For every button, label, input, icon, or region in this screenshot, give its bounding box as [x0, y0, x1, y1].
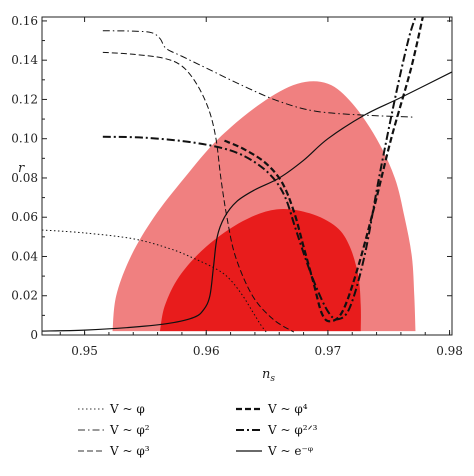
- contour-68: [160, 208, 361, 332]
- y-axis-label: r: [18, 161, 25, 176]
- series-phi23: [102, 17, 417, 321]
- legend-label-phi2: V ~ φ²: [109, 423, 150, 437]
- y-tick-label: 0.16: [11, 14, 38, 28]
- y-tick-label: 0.10: [11, 132, 38, 146]
- axes-layer: 0.95 0.96 0.97 0.98 0 0.02 0.04 0.06 0.08 0.10 0.1…: [11, 14, 463, 358]
- series-exp: [42, 71, 452, 332]
- y-tick-label: 0: [30, 328, 38, 342]
- legend-entry-phi: V ~ φ: [78, 402, 145, 416]
- legend-label-phi4: V ~ φ⁴: [267, 402, 308, 416]
- x-axis-label: ns: [262, 367, 275, 384]
- legend-entry-phi23: V ~ φ²ᐟ³: [236, 423, 318, 437]
- y-tick-label: 0.04: [11, 249, 38, 263]
- x-tick-label: 0.95: [71, 344, 98, 358]
- series-phi4: [224, 17, 424, 323]
- legend-label-phi: V ~ φ: [109, 402, 145, 416]
- legend-label-exp: V ~ e⁻ᵠ: [267, 444, 313, 458]
- x-tick-label: 0.96: [193, 344, 220, 358]
- legend-label-phi23: V ~ φ²ᐟ³: [267, 423, 318, 437]
- y-tick-label: 0.02: [11, 289, 38, 303]
- y-tick-label: 0.14: [11, 53, 38, 67]
- x-tick-label: 0.98: [436, 344, 463, 358]
- legend-entry-exp: V ~ e⁻ᵠ: [236, 444, 313, 458]
- y-tick-label: 0.12: [11, 92, 38, 106]
- series-phi2: [102, 30, 414, 118]
- legend-entry-phi4: V ~ φ⁴: [236, 402, 308, 416]
- plot-layer: [42, 17, 452, 334]
- legend-entry-phi2: V ~ φ²: [78, 423, 150, 437]
- series-phi3: [102, 51, 295, 333]
- legend-entry-phi3: V ~ φ³: [78, 444, 150, 458]
- y-tick-label: 0.06: [11, 210, 38, 224]
- y-tick-label: 0.08: [11, 171, 38, 185]
- legend: V ~ φ V ~ φ² V ~ φ³ V ~ φ⁴ V ~ φ²ᐟ³ V ~ …: [78, 402, 318, 458]
- x-tick-label: 0.97: [315, 344, 342, 358]
- plot-frame: [41, 16, 453, 336]
- legend-label-phi3: V ~ φ³: [109, 444, 150, 458]
